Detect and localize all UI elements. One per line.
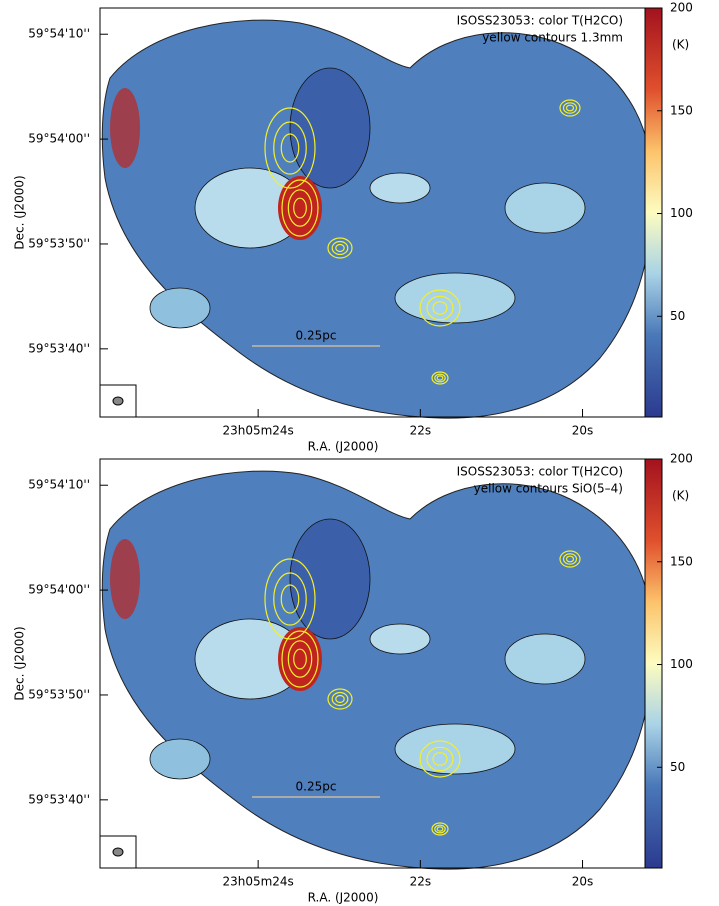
colorbar-tick-label: 200 <box>670 1 693 15</box>
yellow-contour <box>331 240 349 256</box>
yellow-contour <box>419 289 461 327</box>
y-tick-label: 59°54'00'' <box>28 132 90 146</box>
colorbar-tick-label: 200 <box>670 452 693 466</box>
yellow-contour <box>335 243 345 253</box>
yellow-contour <box>335 694 345 704</box>
yellow-contour <box>264 558 316 640</box>
colorbar-label: (K) <box>672 38 689 52</box>
scale-bar-label: 0.25pc <box>296 780 337 794</box>
y-tick-label: 59°54'00'' <box>28 583 90 597</box>
yellow-contour <box>293 197 307 219</box>
annotation: yellow contours 1.3mm <box>482 31 623 45</box>
x-tick-label: 23h05m24s <box>222 875 293 889</box>
y-axis-label: Dec. (J2000) <box>13 626 27 700</box>
x-axis-label: R.A. (J2000) <box>308 440 379 454</box>
y-tick-label: 59°54'10'' <box>28 27 90 41</box>
colorbar-label: (K) <box>672 489 689 503</box>
map-patch <box>369 172 431 204</box>
colorbar-tick-label: 150 <box>670 103 693 117</box>
colorbar-tick-label: 50 <box>670 760 685 774</box>
yellow-contour <box>273 121 307 175</box>
yellow-contour <box>436 826 444 832</box>
map-patch <box>394 723 516 775</box>
yellow-contour <box>432 301 448 315</box>
yellow-contour <box>434 373 446 383</box>
yellow-contour <box>426 295 454 321</box>
annotation: yellow contours SiO(5–4) <box>474 482 623 496</box>
y-axis-label: Dec. (J2000) <box>13 175 27 249</box>
map-patch <box>394 272 516 324</box>
map-patch <box>289 67 371 189</box>
yellow-contour <box>426 746 454 772</box>
colorbar <box>644 7 663 418</box>
x-tick-label: 23h05m24s <box>222 424 293 438</box>
yellow-contour <box>273 572 307 626</box>
map-patch <box>289 518 371 640</box>
hot-region <box>110 539 140 619</box>
annotation: ISOSS23053: color T(H2CO) <box>457 14 623 28</box>
yellow-contour <box>436 375 444 381</box>
yellow-contour <box>419 740 461 778</box>
map-panel: 0.25pc ISOSS23053: color T(H2CO) yellow co… <box>99 465 653 870</box>
beam <box>112 396 124 406</box>
x-axis-label: R.A. (J2000) <box>308 891 379 905</box>
x-tick-label: 22s <box>410 875 432 889</box>
yellow-contour <box>559 99 581 117</box>
hot-region <box>278 176 322 240</box>
y-tick-label: 59°54'10'' <box>28 478 90 492</box>
map-patch <box>504 633 586 685</box>
x-tick-label: 20s <box>572 424 594 438</box>
yellow-contour <box>331 691 349 707</box>
scale-bar-label: 0.25pc <box>296 329 337 343</box>
map-panel: 0.25pc ISOSS23053: color T(H2CO) yellow co… <box>99 14 653 419</box>
map-patch <box>149 738 211 780</box>
yellow-contour <box>559 550 581 568</box>
map-patch <box>149 287 211 329</box>
yellow-contour <box>281 179 319 237</box>
yellow-contour <box>280 584 300 614</box>
yellow-contour <box>562 102 578 114</box>
yellow-contour <box>281 630 319 688</box>
map-patch <box>504 182 586 234</box>
y-tick-label: 59°53'50'' <box>28 236 90 250</box>
colorbar-tick-label: 50 <box>670 309 685 323</box>
yellow-contour <box>431 371 449 385</box>
yellow-contour <box>565 104 575 112</box>
yellow-contour <box>293 648 307 670</box>
colorbar-tick-label: 100 <box>670 206 693 220</box>
yellow-contour <box>327 237 353 259</box>
yellow-contour <box>431 822 449 836</box>
yellow-contour <box>434 824 446 834</box>
x-tick-label: 20s <box>572 875 594 889</box>
yellow-contour <box>327 688 353 710</box>
yellow-contour <box>565 555 575 563</box>
beam <box>112 847 124 857</box>
yellow-contour <box>280 133 300 163</box>
colorbar <box>644 458 663 869</box>
x-tick-label: 22s <box>410 424 432 438</box>
yellow-contour <box>264 107 316 189</box>
hot-region <box>278 627 322 691</box>
yellow-contour <box>287 189 313 227</box>
annotation: ISOSS23053: color T(H2CO) <box>457 465 623 479</box>
yellow-contour <box>562 553 578 565</box>
map-patch <box>369 623 431 655</box>
colorbar-tick-label: 150 <box>670 554 693 568</box>
yellow-contour <box>287 640 313 678</box>
colorbar-tick-label: 100 <box>670 657 693 671</box>
hot-region <box>110 88 140 168</box>
yellow-contour <box>432 752 448 766</box>
y-tick-label: 59°53'40'' <box>28 341 90 355</box>
y-tick-label: 59°53'40'' <box>28 792 90 806</box>
y-tick-label: 59°53'50'' <box>28 687 90 701</box>
